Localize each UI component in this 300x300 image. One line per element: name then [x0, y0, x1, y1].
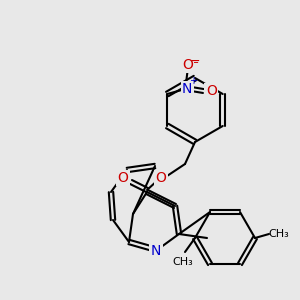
Text: O: O — [182, 58, 193, 72]
Text: CH₃: CH₃ — [172, 257, 194, 267]
Text: −: − — [190, 55, 200, 68]
Text: O: O — [206, 84, 217, 98]
Text: O: O — [206, 84, 217, 98]
Text: N: N — [151, 244, 161, 258]
Text: O: O — [182, 58, 193, 72]
Text: N: N — [182, 82, 193, 96]
Text: +: + — [189, 76, 197, 86]
Text: N: N — [151, 244, 161, 258]
Text: −: − — [190, 58, 199, 68]
Text: O: O — [118, 171, 128, 185]
Text: O: O — [156, 171, 167, 185]
Text: O: O — [156, 171, 167, 185]
Text: O: O — [118, 171, 128, 185]
Text: N: N — [182, 82, 193, 96]
Text: CH₃: CH₃ — [268, 229, 290, 239]
